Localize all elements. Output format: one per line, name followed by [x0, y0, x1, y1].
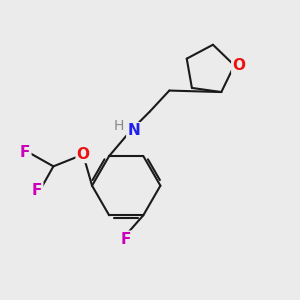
Text: F: F	[20, 146, 30, 160]
Text: F: F	[32, 183, 42, 198]
Text: O: O	[76, 147, 90, 162]
Text: F: F	[121, 232, 131, 247]
Text: O: O	[232, 58, 245, 73]
Text: N: N	[127, 123, 140, 138]
Text: H: H	[114, 119, 124, 133]
